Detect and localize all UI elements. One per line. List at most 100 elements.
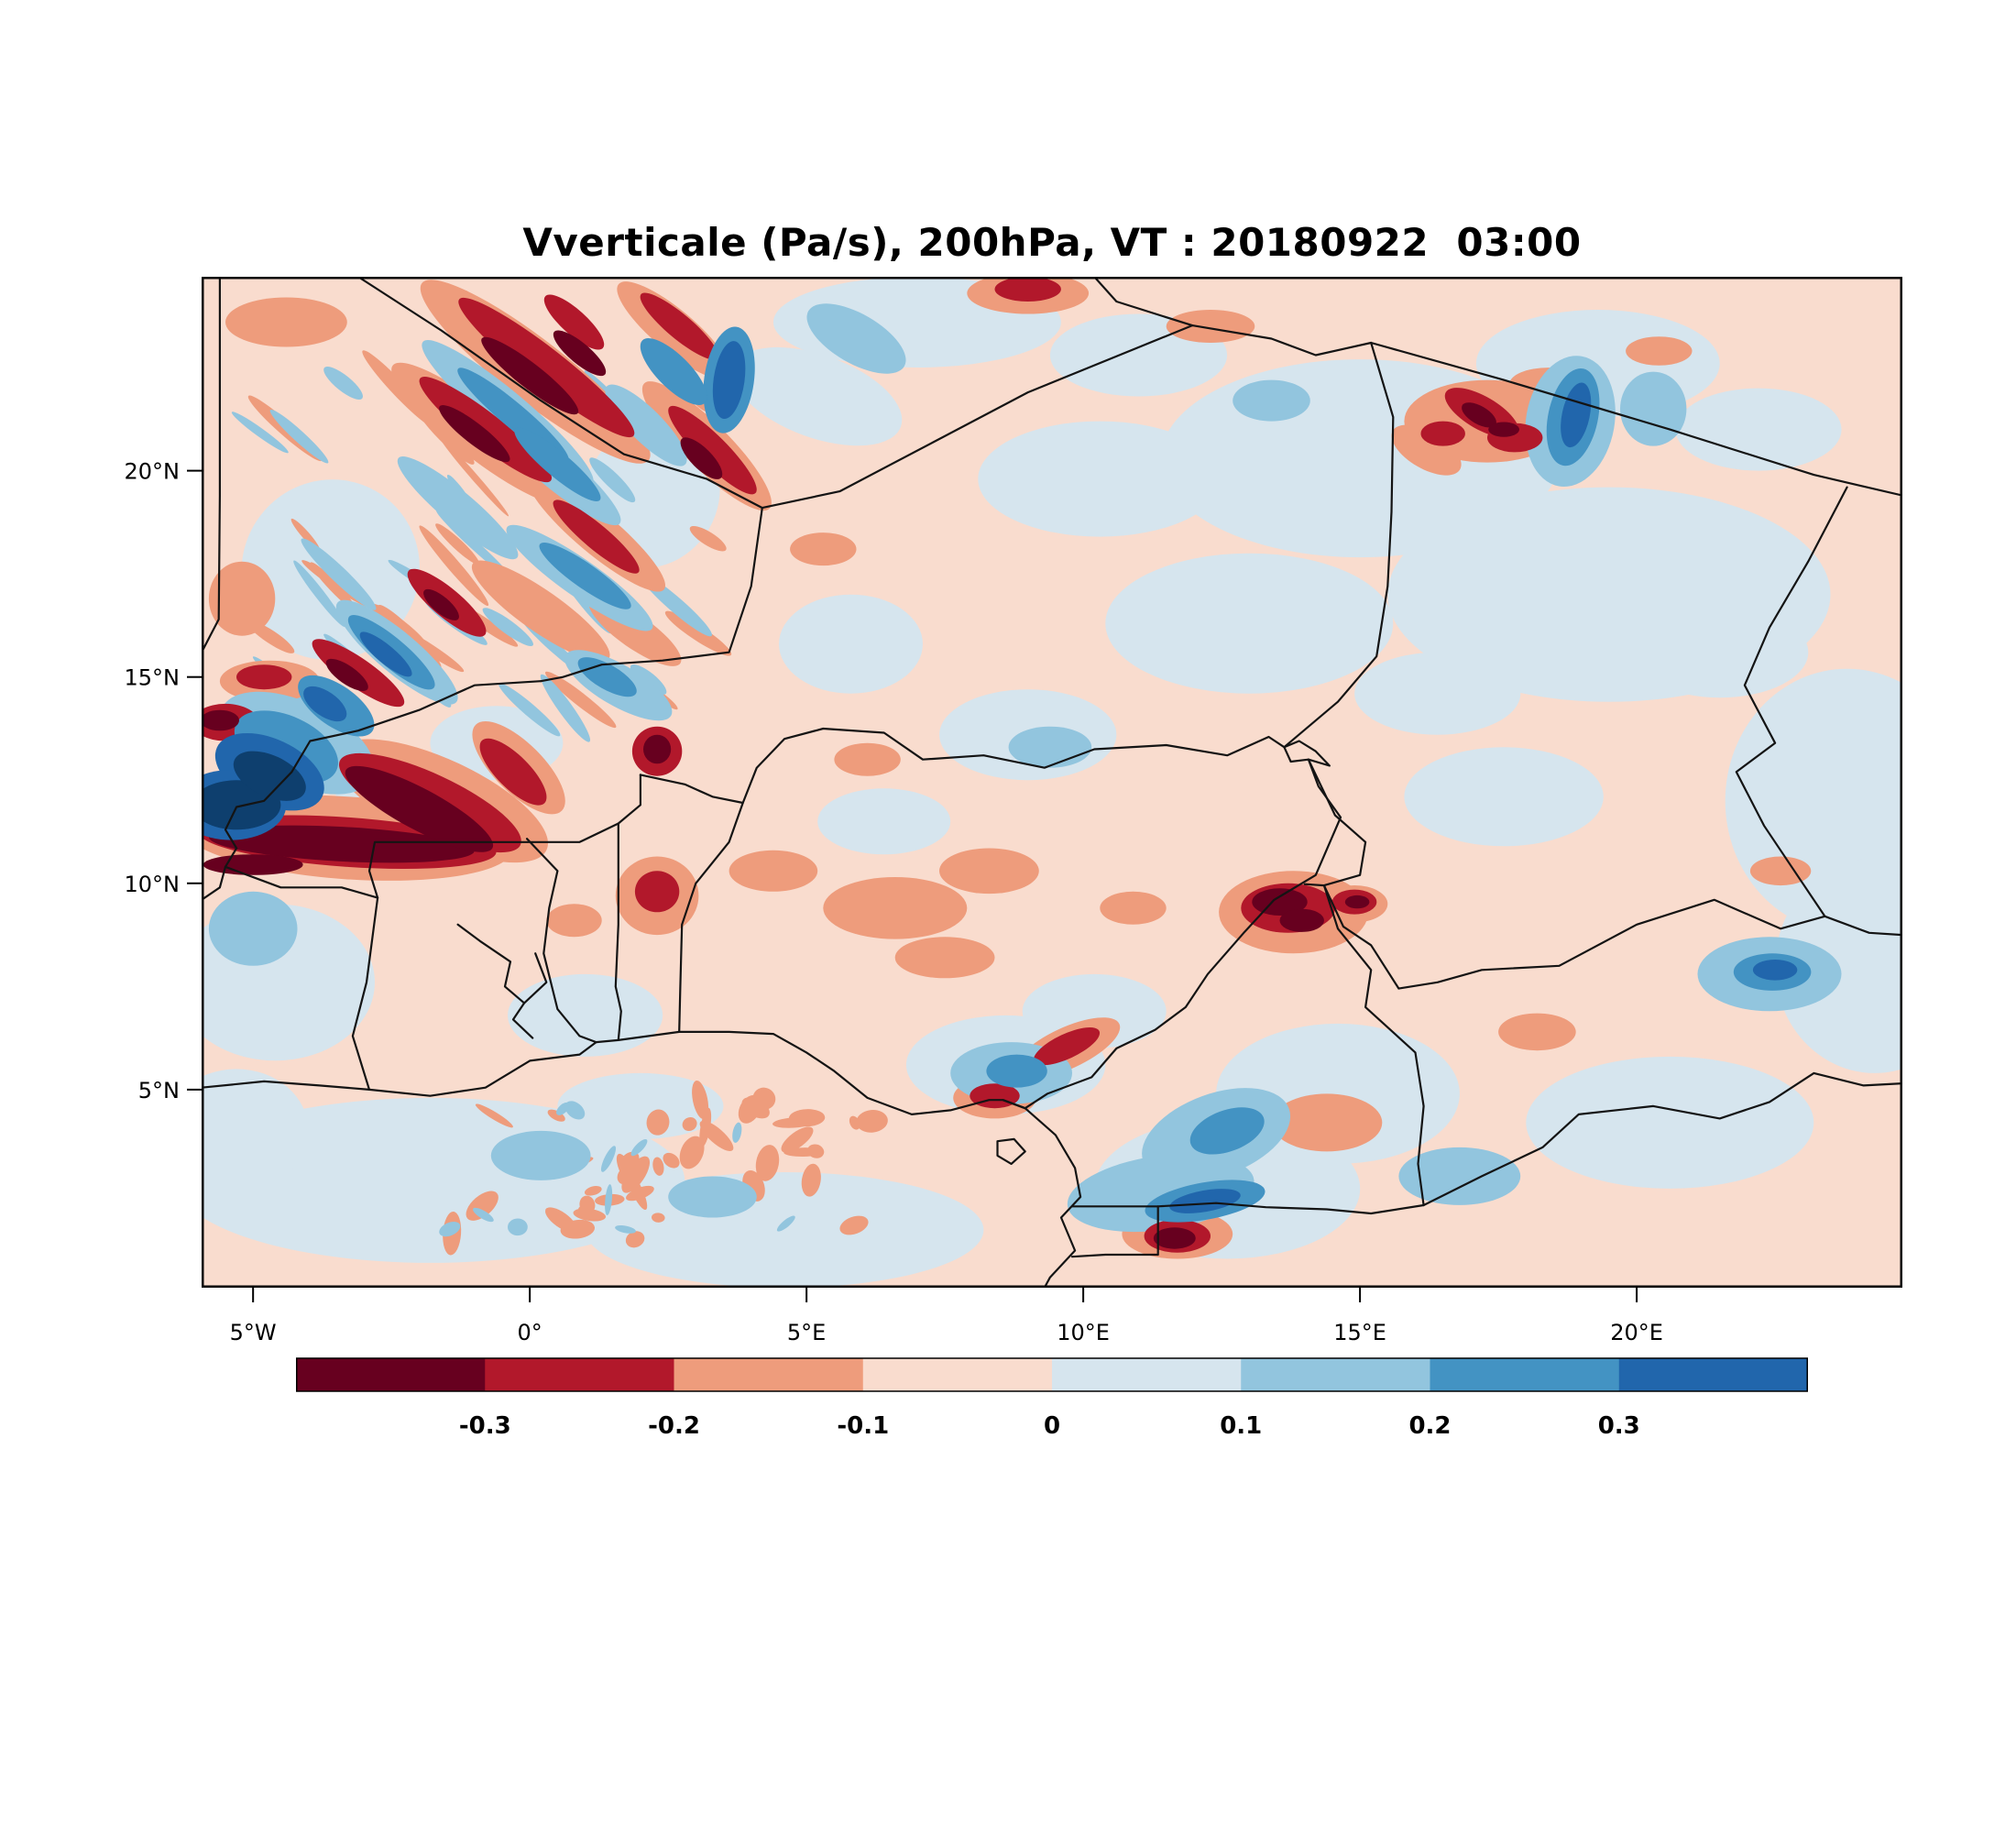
texture-blob xyxy=(625,1231,645,1248)
field-blob xyxy=(1033,1026,1101,1066)
country-border xyxy=(456,923,534,1039)
country-border xyxy=(540,507,763,683)
map-frame xyxy=(202,277,1902,1288)
field-blob xyxy=(543,294,605,350)
lon-tick-label: 5°E xyxy=(787,1320,826,1345)
field-blob xyxy=(1526,1056,1814,1189)
colorbar-tick-label: -0.1 xyxy=(837,1412,889,1440)
colorbar-segment xyxy=(296,1358,486,1391)
field-blob xyxy=(1626,336,1693,366)
field-blob xyxy=(1620,371,1687,446)
texture-blob xyxy=(301,538,377,610)
texture-blob xyxy=(664,610,732,656)
field-blob xyxy=(208,891,298,966)
colorbar-segment xyxy=(1430,1358,1620,1391)
field-blob xyxy=(233,751,306,801)
field-blob xyxy=(994,277,1061,302)
country-border xyxy=(761,324,1194,510)
lon-tick-label: 15°E xyxy=(1333,1320,1386,1345)
map-canvas xyxy=(202,277,1902,1288)
country-border xyxy=(1307,758,1367,887)
texture-blob xyxy=(772,1117,816,1128)
texture-blob xyxy=(619,1151,640,1170)
texture-blob xyxy=(540,674,591,742)
field-blob xyxy=(514,427,601,501)
field-blob xyxy=(1153,1227,1196,1249)
country-border xyxy=(1002,758,1342,1110)
field-blob xyxy=(479,738,547,806)
field-blob xyxy=(1488,422,1519,437)
colorbar-tick-label: 0 xyxy=(1044,1412,1060,1440)
field-blob xyxy=(325,658,368,691)
field-blob xyxy=(939,848,1039,895)
colorbar: -0.3 -0.2 -0.1 0 0.1 0.2 0.3 xyxy=(296,1357,1808,1440)
field-blob xyxy=(1279,908,1324,932)
field-blob xyxy=(203,854,303,875)
colorbar-tick-label: 0.2 xyxy=(1408,1412,1451,1440)
field-blob xyxy=(640,338,707,405)
field-blob xyxy=(823,877,968,939)
country-border xyxy=(1370,341,1902,497)
field-blob xyxy=(1233,379,1310,422)
texture-blob xyxy=(439,1221,461,1237)
country-border xyxy=(202,865,227,901)
field-blob xyxy=(303,686,347,722)
texture-blob xyxy=(605,1184,613,1216)
texture-blob xyxy=(630,1138,648,1157)
field-blob xyxy=(397,456,519,560)
field-blob xyxy=(1749,856,1812,886)
country-border xyxy=(1735,486,1848,917)
field-blob xyxy=(1675,388,1842,471)
lon-tick-label: 20°E xyxy=(1610,1320,1663,1345)
colorbar-segment xyxy=(485,1358,674,1391)
field-blob xyxy=(471,560,610,662)
texture-blob xyxy=(564,1101,586,1120)
colorbar-segment xyxy=(674,1358,864,1391)
field-blob xyxy=(345,765,494,852)
country-border xyxy=(1070,1205,1159,1258)
texture-blob xyxy=(626,1185,654,1202)
texture-blob xyxy=(732,1122,742,1143)
field-blob xyxy=(1752,960,1798,981)
texture-blob xyxy=(556,1102,570,1115)
texture-blob xyxy=(473,1207,494,1223)
field-blob xyxy=(817,788,951,855)
country-border xyxy=(1191,324,1373,357)
colorbar-segment xyxy=(1052,1358,1242,1391)
texture-blob xyxy=(508,1218,528,1236)
lon-tick-label: 0° xyxy=(518,1320,542,1345)
colorbar-segment xyxy=(862,1358,1053,1391)
field-blob xyxy=(733,346,903,446)
texture-blob xyxy=(466,1191,499,1221)
field-blob xyxy=(423,588,459,620)
texture-blob xyxy=(615,1224,636,1234)
field-blob xyxy=(208,825,475,863)
texture-blob xyxy=(663,1152,680,1169)
field-blob xyxy=(643,734,672,764)
texture-blob xyxy=(435,523,480,565)
field-blob xyxy=(834,742,901,776)
country-border xyxy=(996,1137,1026,1165)
field-blob xyxy=(1462,402,1496,428)
country-border xyxy=(202,277,221,653)
lat-tick-label: 5°N xyxy=(138,1078,180,1103)
field-blob xyxy=(712,341,746,420)
texture-blob xyxy=(436,510,513,580)
country-border xyxy=(1303,883,1826,990)
field-blob xyxy=(634,871,680,913)
texture-blob xyxy=(692,1080,709,1120)
country-border xyxy=(1093,277,1194,327)
field-blob xyxy=(1631,607,1809,698)
field-blob xyxy=(202,709,239,731)
field-blob xyxy=(1498,1013,1576,1051)
texture-blob xyxy=(499,683,561,737)
texture-blob xyxy=(419,525,489,607)
field-blob xyxy=(553,499,640,574)
field-blob xyxy=(236,664,292,690)
field-blob xyxy=(1189,1107,1265,1155)
field-blob xyxy=(779,594,923,694)
field-blob xyxy=(978,421,1222,537)
texture-blob xyxy=(231,412,289,454)
texture-blob xyxy=(652,1213,665,1223)
